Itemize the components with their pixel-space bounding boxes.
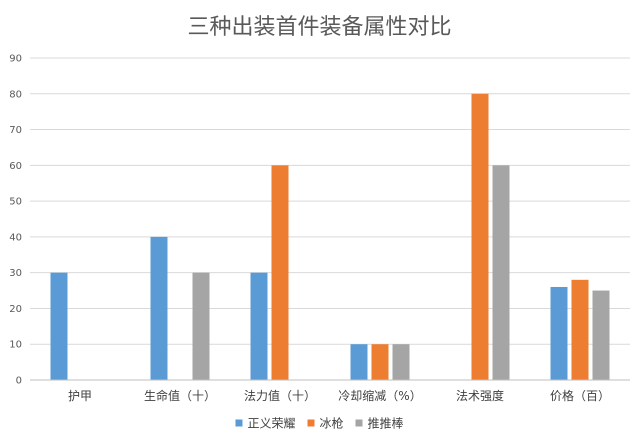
bar — [492, 165, 510, 380]
y-tick-label: 40 — [9, 232, 22, 243]
bar — [150, 236, 168, 380]
legend-label: 冰枪 — [319, 416, 343, 431]
y-tick-label: 90 — [9, 54, 22, 65]
bar — [250, 272, 268, 380]
x-category-label: 法术强度 — [456, 388, 504, 403]
bar — [192, 272, 210, 380]
bar — [50, 272, 68, 380]
bar — [392, 344, 410, 380]
x-category-label: 护甲 — [68, 389, 92, 403]
gridlines — [30, 57, 630, 345]
y-tick-label: 0 — [16, 376, 22, 387]
y-tick-label: 10 — [9, 340, 22, 351]
bar — [371, 344, 389, 380]
y-tick-label: 60 — [9, 161, 22, 172]
y-tick-label: 80 — [9, 89, 22, 100]
chart-title: 三种出装首件装备属性对比 — [187, 15, 451, 40]
bars — [50, 93, 610, 381]
legend-label: 正义荣耀 — [247, 417, 295, 431]
y-tick-label: 30 — [9, 268, 22, 279]
legend-swatch — [355, 419, 363, 427]
x-axis-categories: 护甲 生命值（十） 法力值（十） 冷却缩减（%） 法术强度 价格（百） — [68, 388, 610, 403]
x-category-label: 法力值（十） — [244, 388, 316, 403]
y-tick-label: 20 — [9, 304, 22, 315]
legend-label: 推推棒 — [368, 417, 404, 431]
y-axis-ticks: 0 10 20 30 40 50 60 70 80 90 — [9, 54, 22, 387]
legend: 正义荣耀 冰枪 推推棒 — [235, 416, 404, 431]
bar — [592, 290, 610, 380]
y-tick-label: 70 — [9, 125, 22, 136]
bar — [471, 93, 489, 381]
legend-swatch — [307, 419, 315, 427]
bar — [550, 286, 568, 380]
bar — [271, 165, 289, 380]
y-tick-label: 50 — [9, 197, 22, 208]
x-category-label: 冷却缩减（%） — [338, 388, 421, 403]
x-category-label: 价格（百） — [550, 388, 610, 403]
bar — [350, 344, 368, 380]
legend-swatch — [235, 419, 243, 427]
x-category-label: 生命值（十） — [144, 388, 216, 403]
bar — [571, 279, 589, 380]
